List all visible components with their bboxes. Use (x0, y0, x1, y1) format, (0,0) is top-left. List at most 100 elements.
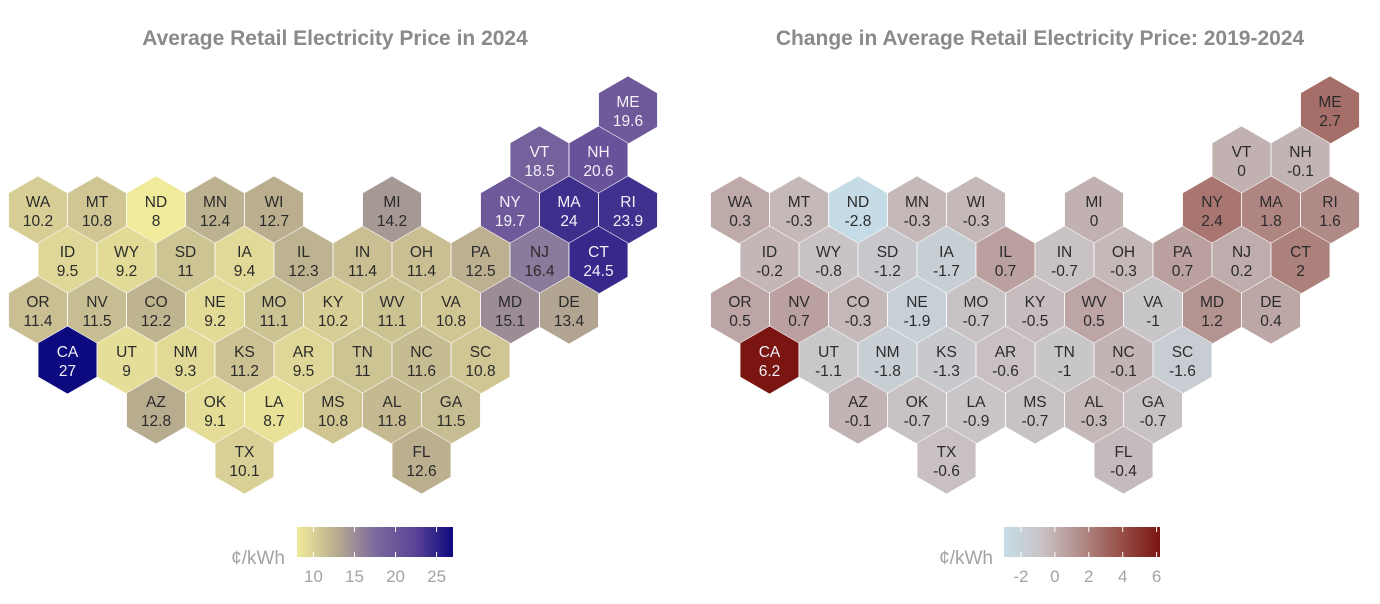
state-value-label: 8.7 (263, 413, 285, 430)
state-abbr-label: ID (762, 244, 778, 261)
state-abbr-label: CA (759, 344, 781, 361)
state-abbr-label: TX (937, 444, 957, 461)
state-abbr-label: RI (1322, 194, 1338, 211)
state-hex-sc: SC 10.8 (450, 325, 511, 395)
state-abbr-label: SD (175, 244, 197, 261)
state-hex-mo: MO 11.1 (244, 275, 304, 345)
state-hex-ks: KS 11.2 (214, 325, 275, 395)
state-value-label: 0.7 (1172, 263, 1194, 280)
state-value-label: -0.1 (1287, 163, 1314, 180)
state-abbr-label: SD (877, 244, 899, 261)
state-value-label: -0.8 (815, 263, 842, 280)
state-abbr-label: ID (60, 244, 76, 261)
state-value-label: 12.4 (200, 213, 231, 230)
state-value-label: 0 (1090, 213, 1099, 230)
state-hex-wv: WV 0.5 (1064, 275, 1124, 345)
chart-title: Average Retail Electricity Price in 2024 (142, 27, 528, 50)
state-abbr-label: OH (1112, 244, 1135, 261)
state-value-label: -0.3 (786, 213, 813, 230)
state-value-label: -0.1 (845, 413, 872, 430)
state-hex-wa: WA 10.2 (8, 175, 68, 245)
state-value-label: -0.7 (963, 313, 990, 330)
state-hex-ny: NY 2.4 (1182, 175, 1242, 245)
state-value-label: 9.2 (116, 263, 138, 280)
state-value-label: 11.1 (259, 313, 288, 330)
state-abbr-label: MN (905, 194, 929, 211)
state-abbr-label: KS (234, 344, 255, 361)
state-abbr-label: CT (588, 244, 609, 261)
state-value-label: -0.9 (963, 413, 990, 430)
state-abbr-label: TX (235, 444, 255, 461)
state-hex-ms: MS -0.7 (1005, 375, 1065, 445)
state-value-label: -0.6 (992, 363, 1019, 380)
state-abbr-label: NV (86, 294, 108, 311)
state-hex-nj: NJ 16.4 (509, 225, 570, 295)
state-value-label: -0.7 (1022, 413, 1049, 430)
state-abbr-label: IA (939, 244, 954, 261)
state-value-label: 19.7 (495, 213, 525, 230)
state-abbr-label: TN (352, 344, 373, 361)
state-value-label: -1 (1146, 313, 1160, 330)
state-abbr-label: KY (323, 294, 344, 311)
state-value-label: 11 (177, 263, 193, 280)
state-abbr-label: MD (1200, 294, 1224, 311)
state-hex-wy: WY -0.8 (798, 225, 859, 295)
state-value-label: 20.6 (583, 163, 613, 180)
state-hex-ma: MA 24 (539, 175, 599, 245)
state-value-label: 9.1 (204, 413, 226, 430)
state-hex-nd: ND 8 (126, 175, 186, 245)
state-hex-tx: TX -0.6 (916, 425, 977, 495)
state-value-label: -0.3 (963, 213, 990, 230)
state-value-label: 2 (1296, 263, 1305, 280)
state-hex-pa: PA 12.5 (450, 225, 511, 295)
state-abbr-label: AZ (146, 394, 166, 411)
state-hex-oh: OH 11.4 (391, 225, 452, 295)
legend-tick-label: 0 (1050, 567, 1059, 586)
state-value-label: 2.7 (1319, 113, 1341, 130)
state-value-label: -1.6 (1169, 363, 1196, 380)
state-hex-md: MD 15.1 (480, 275, 540, 345)
state-abbr-label: NJ (1232, 244, 1251, 261)
state-value-label: 9.3 (175, 363, 197, 380)
state-hex-fl: FL 12.6 (391, 425, 452, 495)
state-hex-wy: WY 9.2 (96, 225, 157, 295)
state-value-label: 10.8 (318, 413, 348, 430)
state-value-label: 11 (354, 363, 370, 380)
state-hex-in: IN 11.4 (332, 225, 393, 295)
state-hex-id: ID -0.2 (739, 225, 800, 295)
state-abbr-label: WY (114, 244, 139, 261)
state-abbr-label: ME (616, 94, 639, 111)
state-abbr-label: DE (558, 294, 580, 311)
state-value-label: 15.1 (495, 313, 525, 330)
state-abbr-label: MA (1259, 194, 1283, 211)
state-hex-mi: MI 0 (1064, 175, 1124, 245)
state-abbr-label: WA (26, 194, 51, 211)
state-abbr-label: NY (499, 194, 521, 211)
state-value-label: 9.4 (234, 263, 256, 280)
state-abbr-label: NM (173, 344, 197, 361)
state-hex-mo: MO -0.7 (946, 275, 1006, 345)
state-value-label: 11.8 (377, 413, 406, 430)
state-hex-or: OR 0.5 (710, 275, 770, 345)
state-hex-ia: IA 9.4 (214, 225, 275, 295)
state-abbr-label: CA (57, 344, 79, 361)
state-abbr-label: AL (1085, 394, 1104, 411)
state-abbr-label: IN (1057, 244, 1073, 261)
state-hex-ky: KY 10.2 (303, 275, 363, 345)
legend-unit-label: ¢/kWh (939, 548, 993, 569)
state-hex-ok: OK 9.1 (185, 375, 245, 445)
state-hex-md: MD 1.2 (1182, 275, 1242, 345)
hex-tile (391, 425, 452, 495)
state-value-label: 11.1 (377, 313, 406, 330)
state-hex-co: CO -0.3 (828, 275, 888, 345)
price-2024-panel: Average Retail Electricity Price in 2024… (8, 27, 658, 586)
hex-tile (1093, 425, 1154, 495)
hex-tile (916, 425, 977, 495)
state-abbr-label: OK (906, 394, 929, 411)
state-value-label: 0.7 (995, 263, 1017, 280)
state-value-label: -1.1 (815, 363, 842, 380)
state-value-label: 1.8 (1260, 213, 1282, 230)
state-hex-la: LA -0.9 (946, 375, 1006, 445)
state-abbr-label: UT (116, 344, 137, 361)
